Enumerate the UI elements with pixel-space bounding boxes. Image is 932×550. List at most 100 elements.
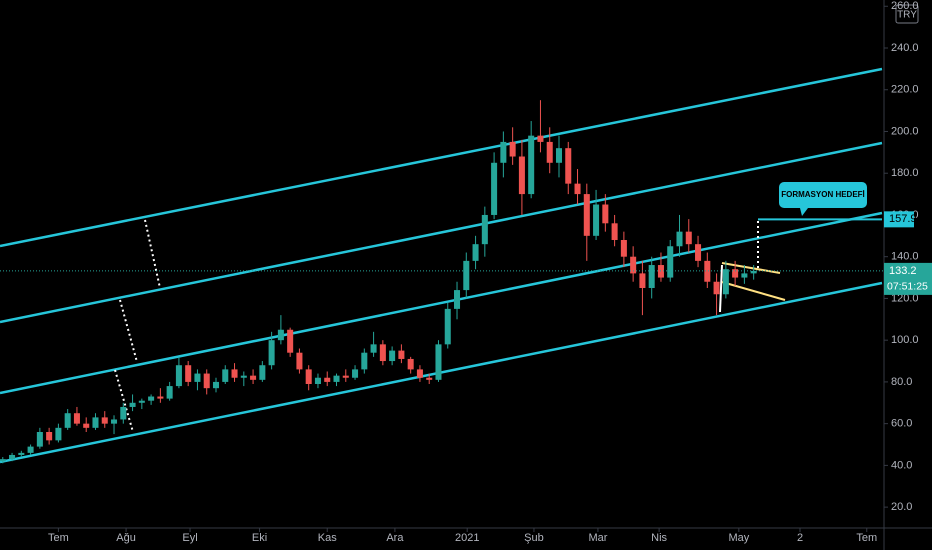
last-price-box bbox=[884, 262, 932, 295]
dotted-line bbox=[114, 369, 134, 433]
candle-body bbox=[555, 148, 563, 163]
candle-body bbox=[240, 375, 247, 378]
y-tick-label: 240.0 bbox=[891, 42, 919, 54]
candle-body bbox=[92, 417, 99, 428]
x-tick-label: May bbox=[728, 532, 749, 544]
y-tick-label: 60.0 bbox=[891, 418, 912, 430]
currency-box bbox=[895, 4, 919, 24]
candle-body bbox=[175, 365, 182, 387]
candle-body bbox=[352, 369, 359, 378]
candle-body bbox=[370, 344, 377, 353]
dotted-line bbox=[119, 299, 138, 363]
candle-body bbox=[537, 135, 544, 142]
candle-body bbox=[259, 365, 266, 380]
callout-text: FORMASYON HEDEFİ bbox=[781, 190, 865, 199]
candle-body bbox=[602, 204, 609, 224]
candle-body bbox=[0, 459, 6, 462]
candle-body bbox=[277, 329, 284, 341]
channel-line bbox=[0, 211, 883, 395]
candle-body bbox=[194, 373, 201, 382]
candle-body bbox=[101, 417, 108, 424]
channel-line bbox=[0, 141, 883, 324]
x-tick-label: Ara bbox=[386, 532, 404, 544]
candle-body bbox=[565, 148, 572, 184]
candle-body bbox=[509, 141, 516, 157]
x-tick-label: Ağu bbox=[116, 532, 136, 544]
candle-body bbox=[111, 419, 118, 424]
candle-body bbox=[83, 423, 90, 428]
plot bbox=[0, 100, 757, 464]
candle-body bbox=[398, 350, 405, 359]
candle-body bbox=[454, 290, 461, 309]
candle-body bbox=[491, 162, 498, 215]
candle-body bbox=[472, 244, 479, 261]
candle-body bbox=[166, 386, 173, 399]
x-tick-label: Şub bbox=[524, 532, 544, 544]
dotted-lines bbox=[114, 219, 759, 433]
candle-body bbox=[741, 273, 748, 278]
candle-body bbox=[611, 223, 618, 240]
candle-body bbox=[27, 446, 34, 453]
last-price-label: 133.2 bbox=[889, 265, 917, 277]
candle-body bbox=[648, 265, 655, 288]
candle-body bbox=[481, 214, 488, 245]
candle-body bbox=[676, 231, 683, 247]
y-tick-label: 40.0 bbox=[891, 459, 912, 471]
flag-pole bbox=[719, 264, 723, 313]
candle-body bbox=[685, 231, 692, 245]
callout-bubble bbox=[779, 182, 867, 216]
x-tick-label: Eki bbox=[252, 532, 267, 544]
candle-body bbox=[583, 194, 590, 236]
flag-line bbox=[721, 281, 786, 301]
y-tick-label: 80.0 bbox=[891, 376, 912, 388]
x-tick-label: Mar bbox=[588, 532, 607, 544]
channel-line bbox=[0, 67, 883, 248]
y-tick-label: 20.0 bbox=[891, 501, 912, 513]
candle-body bbox=[157, 396, 164, 399]
candle-body bbox=[361, 352, 368, 370]
candle-body bbox=[435, 344, 442, 380]
target-label: 157.9 bbox=[889, 213, 917, 225]
candle-body bbox=[630, 256, 637, 274]
candle-body bbox=[620, 240, 627, 257]
candle-body bbox=[500, 141, 507, 163]
candle-body bbox=[639, 273, 646, 288]
candle-body bbox=[36, 432, 43, 447]
candle-body bbox=[463, 260, 470, 291]
candle-body bbox=[305, 369, 312, 384]
candle-body bbox=[444, 308, 451, 345]
x-tick-label: 2021 bbox=[455, 532, 479, 544]
candle-body bbox=[574, 183, 581, 195]
candle-body bbox=[9, 454, 16, 460]
x-tick-label: Tem bbox=[48, 532, 69, 544]
candle-body bbox=[231, 369, 238, 378]
candle-body bbox=[129, 402, 136, 407]
candle-body bbox=[46, 432, 53, 441]
candle-body bbox=[250, 375, 257, 380]
currency: TRY bbox=[897, 10, 917, 21]
flag-line bbox=[721, 262, 781, 274]
candle-body bbox=[268, 340, 275, 366]
candle-body bbox=[342, 375, 349, 378]
x-tick-label: 2 bbox=[797, 532, 803, 544]
y-tick-label: 140.0 bbox=[891, 251, 919, 263]
candle-body bbox=[426, 377, 433, 380]
candle-body bbox=[212, 381, 220, 389]
candle-body bbox=[287, 329, 294, 353]
candle-body bbox=[518, 156, 525, 195]
candle-body bbox=[416, 369, 423, 378]
candle-body bbox=[407, 358, 414, 370]
candle-body bbox=[713, 281, 720, 295]
candle-body bbox=[732, 269, 739, 278]
candle-body bbox=[55, 427, 62, 441]
candle-body bbox=[222, 369, 229, 382]
candle-body bbox=[120, 406, 127, 420]
candle-body bbox=[314, 377, 321, 384]
candle-body bbox=[148, 396, 155, 401]
y-tick-label: 220.0 bbox=[891, 84, 919, 96]
candle-body bbox=[64, 413, 71, 428]
y-tick-label: 120.0 bbox=[891, 292, 919, 304]
x-tick-label: Nis bbox=[651, 532, 667, 544]
candle-body bbox=[73, 413, 80, 424]
